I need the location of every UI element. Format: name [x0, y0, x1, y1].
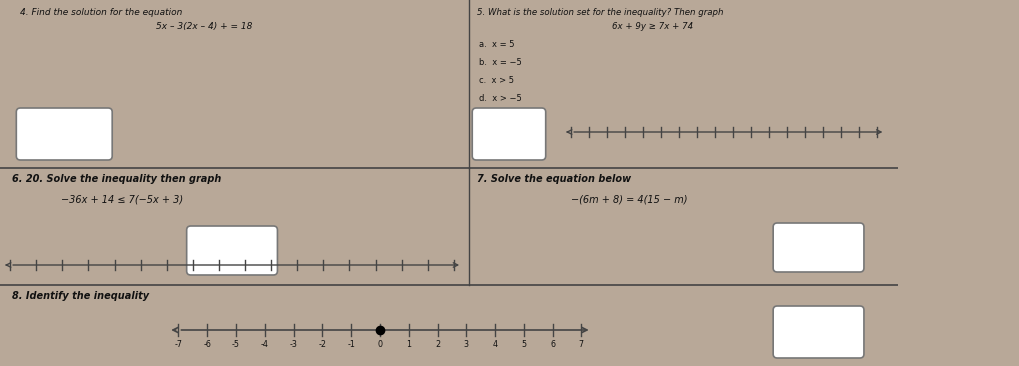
Text: 1: 1 [406, 340, 411, 349]
Text: 7: 7 [578, 340, 584, 349]
Text: -1: -1 [346, 340, 355, 349]
Text: 8. Identify the inequality: 8. Identify the inequality [12, 291, 149, 301]
Text: 7. Solve the equation below: 7. Solve the equation below [477, 174, 631, 184]
Text: 2: 2 [434, 340, 439, 349]
FancyBboxPatch shape [772, 306, 863, 358]
Text: 5: 5 [521, 340, 526, 349]
Text: -6: -6 [203, 340, 211, 349]
Text: b.  x = −5: b. x = −5 [479, 58, 522, 67]
FancyBboxPatch shape [186, 226, 277, 275]
Text: d.  x > −5: d. x > −5 [479, 94, 522, 103]
Text: -3: -3 [289, 340, 298, 349]
Text: -5: -5 [232, 340, 239, 349]
Text: 5x – 3(2x – 4) + = 18: 5x – 3(2x – 4) + = 18 [156, 22, 252, 31]
Text: -2: -2 [318, 340, 326, 349]
Text: -7: -7 [174, 340, 182, 349]
Text: 4. Find the solution for the equation: 4. Find the solution for the equation [20, 8, 182, 17]
Text: 6: 6 [549, 340, 554, 349]
Text: −(6m + 8) = 4(15 − m): −(6m + 8) = 4(15 − m) [571, 194, 687, 204]
Text: 6x + 9y ≥ 7x + 74: 6x + 9y ≥ 7x + 74 [611, 22, 693, 31]
Text: −36x + 14 ≤ 7(−5x + 3): −36x + 14 ≤ 7(−5x + 3) [61, 194, 183, 204]
Text: a.  x = 5: a. x = 5 [479, 40, 515, 49]
Text: 0: 0 [377, 340, 382, 349]
Text: 3: 3 [464, 340, 469, 349]
Text: c.  x > 5: c. x > 5 [479, 76, 514, 85]
Text: 5. What is the solution set for the inequality? Then graph: 5. What is the solution set for the ineq… [477, 8, 723, 17]
Text: -4: -4 [261, 340, 269, 349]
FancyBboxPatch shape [772, 223, 863, 272]
FancyBboxPatch shape [16, 108, 112, 160]
Text: 4: 4 [492, 340, 497, 349]
FancyBboxPatch shape [472, 108, 545, 160]
Text: 6. 20. Solve the inequality then graph: 6. 20. Solve the inequality then graph [12, 174, 221, 184]
